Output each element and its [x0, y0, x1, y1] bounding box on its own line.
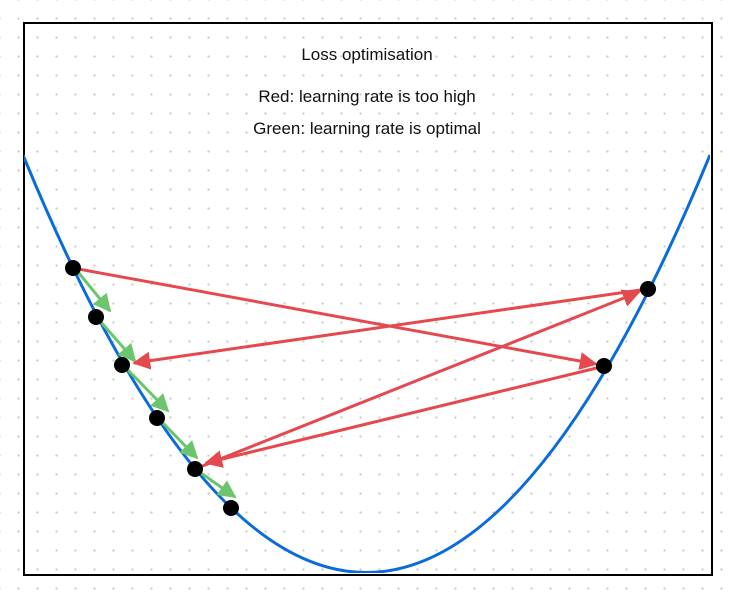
diagram-frame: [23, 22, 713, 576]
point-green-4: [187, 461, 203, 477]
red-arrow-jump-3: [194, 289, 641, 471]
points: [65, 260, 656, 516]
red-arrow-jump-1: [72, 266, 598, 370]
green-arrow-step-4: [160, 420, 199, 460]
point-red-2: [640, 281, 656, 297]
point-red-1: [596, 358, 612, 374]
diagram-title: Loss optimisation: [301, 45, 433, 64]
point-green-3: [149, 410, 165, 426]
legend-red-text: Red: learning rate is too high: [258, 87, 476, 106]
red-arrow-jump-4: [132, 287, 648, 370]
green-arrows: [76, 271, 237, 499]
green-arrow-step-1: [76, 271, 112, 313]
point-green-5: [223, 500, 239, 516]
point-green-2: [114, 357, 130, 373]
point-green-1: [88, 309, 104, 325]
legend-green-text: Green: learning rate is optimal: [253, 119, 481, 138]
point-start: [65, 260, 81, 276]
green-arrow-step-3: [126, 368, 170, 413]
green-arrow-step-2: [99, 321, 137, 363]
green-arrow-step-5: [200, 471, 237, 499]
red-arrows: [72, 266, 648, 471]
red-arrow-jump-2: [204, 364, 606, 468]
